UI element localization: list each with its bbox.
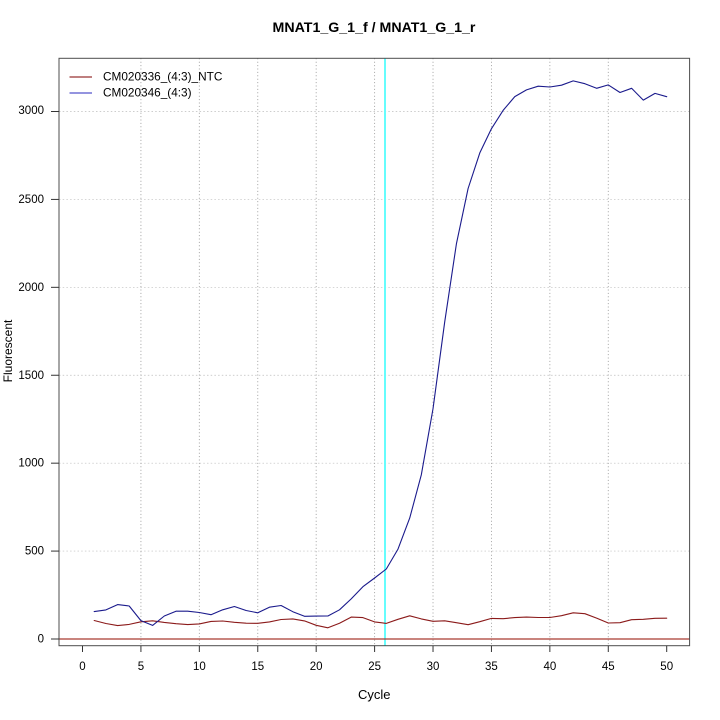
svg-text:5: 5 (138, 661, 144, 673)
svg-text:25: 25 (368, 661, 381, 673)
svg-text:2000: 2000 (18, 282, 44, 294)
svg-text:15: 15 (251, 661, 264, 673)
svg-text:CM020346_(4:3): CM020346_(4:3) (103, 86, 192, 100)
svg-text:30: 30 (427, 661, 440, 673)
svg-text:0: 0 (79, 661, 85, 673)
svg-text:10: 10 (193, 661, 206, 673)
svg-text:1000: 1000 (18, 458, 44, 470)
svg-text:50: 50 (660, 661, 673, 673)
svg-text:35: 35 (485, 661, 498, 673)
svg-text:20: 20 (310, 661, 323, 673)
svg-text:0: 0 (38, 634, 44, 646)
svg-text:CM020336_(4:3)_NTC: CM020336_(4:3)_NTC (103, 70, 223, 84)
svg-text:MNAT1_G_1_f / MNAT1_G_1_r: MNAT1_G_1_f / MNAT1_G_1_r (273, 20, 476, 36)
svg-text:3000: 3000 (18, 105, 44, 117)
svg-text:500: 500 (25, 546, 44, 558)
svg-text:45: 45 (602, 661, 615, 673)
svg-text:1500: 1500 (18, 370, 44, 382)
svg-text:2500: 2500 (18, 194, 44, 206)
svg-text:40: 40 (543, 661, 556, 673)
svg-text:Fluorescent: Fluorescent (1, 319, 15, 382)
svg-text:Cycle: Cycle (358, 687, 391, 702)
